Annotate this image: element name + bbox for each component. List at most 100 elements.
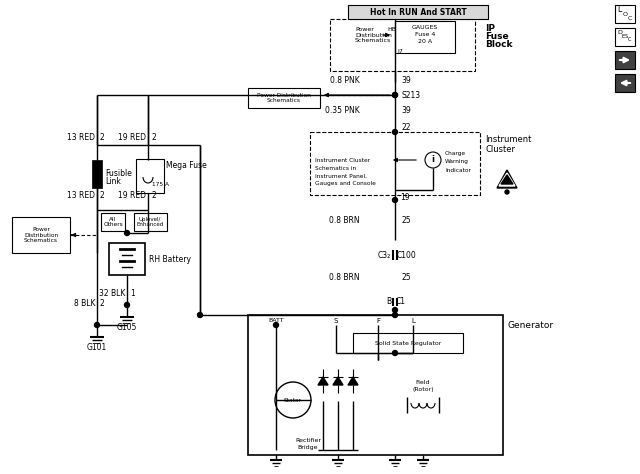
Text: All
Others: All Others xyxy=(103,217,123,228)
Bar xyxy=(310,132,480,195)
Text: 19 RED: 19 RED xyxy=(118,191,146,200)
Text: Cluster: Cluster xyxy=(485,146,515,155)
Bar xyxy=(615,5,635,23)
Circle shape xyxy=(505,190,509,194)
Text: Fuse 4: Fuse 4 xyxy=(415,31,435,36)
Text: 2: 2 xyxy=(151,191,156,200)
Bar xyxy=(348,5,488,19)
Text: C1: C1 xyxy=(396,298,406,307)
Text: IP: IP xyxy=(485,24,495,33)
Text: Instrument Cluster: Instrument Cluster xyxy=(315,157,370,163)
Text: B: B xyxy=(386,298,391,307)
Text: 19: 19 xyxy=(400,193,410,202)
Text: S: S xyxy=(625,34,628,38)
Bar xyxy=(615,74,635,92)
Text: Generator: Generator xyxy=(508,320,554,329)
Text: (Rotor): (Rotor) xyxy=(412,388,434,392)
Text: 39: 39 xyxy=(401,106,411,115)
Text: Gauges and Console: Gauges and Console xyxy=(315,182,376,186)
Polygon shape xyxy=(333,377,343,385)
Text: Uplevel/
Enhanced: Uplevel/ Enhanced xyxy=(136,217,164,228)
Bar xyxy=(109,243,145,275)
Text: C: C xyxy=(628,36,632,42)
Text: L: L xyxy=(411,318,415,324)
Text: C3₂: C3₂ xyxy=(378,250,391,259)
Circle shape xyxy=(95,322,99,328)
Bar xyxy=(615,28,635,46)
Text: O: O xyxy=(623,11,628,17)
Text: 1: 1 xyxy=(130,289,135,298)
Text: D: D xyxy=(617,29,622,35)
Bar xyxy=(353,333,463,353)
Text: Power
Distribution
Schematics: Power Distribution Schematics xyxy=(24,227,58,243)
Text: 0.35 PNK: 0.35 PNK xyxy=(325,106,360,115)
Text: Fuse: Fuse xyxy=(485,31,509,40)
Text: G105: G105 xyxy=(117,322,137,331)
Text: 20 A: 20 A xyxy=(418,38,432,44)
Text: 0.8 BRN: 0.8 BRN xyxy=(330,273,360,283)
Text: Fusible: Fusible xyxy=(105,170,132,179)
Bar xyxy=(92,160,102,188)
Text: 25: 25 xyxy=(401,273,411,283)
Text: 39: 39 xyxy=(401,75,411,84)
Text: 2: 2 xyxy=(151,133,156,142)
Text: Instrument: Instrument xyxy=(485,136,531,145)
Bar xyxy=(12,217,70,253)
Circle shape xyxy=(392,92,397,98)
Text: 22: 22 xyxy=(401,122,410,131)
Text: HB: HB xyxy=(387,27,397,31)
Circle shape xyxy=(125,230,129,236)
Circle shape xyxy=(392,350,397,356)
Text: 13 RED: 13 RED xyxy=(67,191,95,200)
Text: Warning: Warning xyxy=(445,159,469,164)
Polygon shape xyxy=(348,377,358,385)
Text: Stator: Stator xyxy=(284,398,302,402)
Text: Schematics in: Schematics in xyxy=(315,165,356,171)
Text: Mega Fuse: Mega Fuse xyxy=(166,161,207,170)
Text: i: i xyxy=(431,155,435,164)
Circle shape xyxy=(392,312,397,318)
Text: GAUGES: GAUGES xyxy=(412,25,438,29)
Bar xyxy=(615,51,635,69)
Text: F: F xyxy=(376,318,380,324)
Polygon shape xyxy=(318,377,328,385)
Text: Block: Block xyxy=(485,39,513,48)
Bar xyxy=(101,213,125,231)
Text: Power
Distribution
Schematics: Power Distribution Schematics xyxy=(355,27,392,43)
Text: S213: S213 xyxy=(402,91,421,100)
Bar xyxy=(136,159,164,193)
Text: 8 BLK: 8 BLK xyxy=(74,299,95,308)
Text: Charge: Charge xyxy=(445,152,466,156)
Text: G101: G101 xyxy=(87,343,107,352)
Text: 19 RED: 19 RED xyxy=(118,133,146,142)
Circle shape xyxy=(125,302,129,308)
Text: Power Distribution
Schematics: Power Distribution Schematics xyxy=(257,92,311,103)
Text: Solid State Regulator: Solid State Regulator xyxy=(375,340,441,346)
Text: RH Battery: RH Battery xyxy=(149,255,191,264)
Text: Bridge: Bridge xyxy=(298,446,318,450)
Text: 0.8 PNK: 0.8 PNK xyxy=(330,75,360,84)
Bar xyxy=(248,88,320,108)
Text: 2: 2 xyxy=(100,191,105,200)
Circle shape xyxy=(273,322,278,328)
Text: 2: 2 xyxy=(100,299,105,308)
Text: C: C xyxy=(628,16,632,20)
Text: S: S xyxy=(334,318,338,324)
Text: 32 BLK: 32 BLK xyxy=(99,289,125,298)
Polygon shape xyxy=(497,170,517,188)
Bar xyxy=(248,315,503,455)
Circle shape xyxy=(392,198,397,202)
Circle shape xyxy=(198,312,202,318)
Text: C100: C100 xyxy=(397,250,417,259)
Text: 25: 25 xyxy=(401,216,411,225)
Polygon shape xyxy=(499,173,515,186)
Text: BATT: BATT xyxy=(268,319,284,323)
Text: Link: Link xyxy=(105,177,121,186)
Bar xyxy=(395,21,455,53)
Text: Indicator: Indicator xyxy=(445,167,471,173)
Circle shape xyxy=(392,92,397,98)
Circle shape xyxy=(392,129,397,135)
Bar xyxy=(330,19,475,71)
Text: Hot In RUN And START: Hot In RUN And START xyxy=(370,8,467,17)
Bar xyxy=(134,213,167,231)
